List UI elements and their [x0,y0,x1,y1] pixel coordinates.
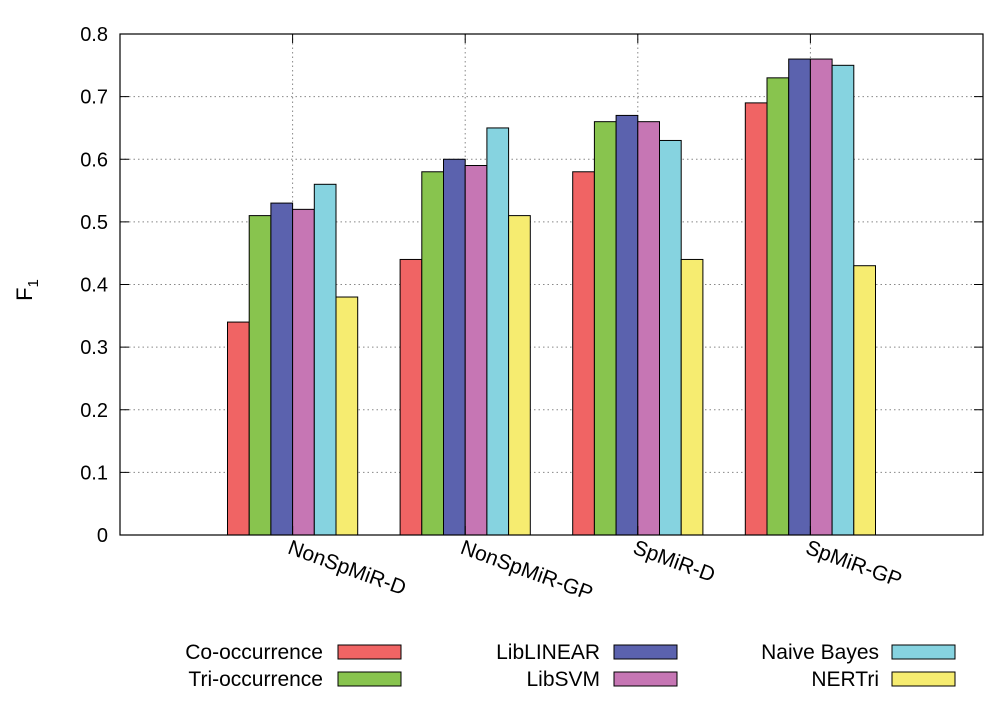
legend-swatch [891,671,956,687]
y-axis-ticks: 0 0.1 0.2 0.3 0.4 0.5 0.6 0.7 0.8 [80,24,983,547]
y-tick-label: 0.2 [80,400,108,422]
bar-libsvm-spmir-gp [809,58,833,536]
legend-label: LibSVM [526,668,600,691]
bar-nertri-nonspmir-d [335,296,359,536]
bar-liblinear-nonspmir-d [270,202,294,536]
legend-label: Tri-occurrence [188,668,323,691]
bar-liblinear-spmir-d [615,114,639,536]
legend: Co-occurrence Tri-occurrence LibLINEAR LibS… [185,641,956,691]
y-tick-label: 0.1 [80,462,108,484]
bars [227,58,876,536]
legend-label: Co-occurrence [185,641,323,664]
bar-naive-bayes-nonspmir-gp [486,127,510,536]
y-tick-label: 0.3 [80,337,108,359]
bar-naive-bayes-spmir-gp [831,64,855,536]
legend-swatch [337,671,402,687]
bar-liblinear-nonspmir-gp [443,158,466,536]
bar-liblinear-spmir-gp [788,58,811,536]
y-tick-label: 0.8 [80,24,108,46]
bar-libsvm-spmir-d [637,121,660,536]
bar-nertri-spmir-d [680,258,704,536]
y-tick-label: 0.4 [80,275,108,297]
bar-co-occurrence-nonspmir-gp [399,258,423,536]
bar-co-occurrence-spmir-d [572,171,595,536]
y-axis-label-subscript: 1 [25,279,42,287]
legend-swatch [613,671,678,687]
bar-tri-occurrence-nonspmir-gp [421,171,444,536]
bar-libsvm-nonspmir-d [292,208,315,536]
y-axis-label: F1 [12,279,42,301]
y-tick-label: 0 [97,525,108,547]
bar-nertri-spmir-gp [853,265,876,536]
bar-libsvm-nonspmir-gp [464,165,488,536]
bar-co-occurrence-nonspmir-d [227,321,250,536]
bar-tri-occurrence-nonspmir-d [248,215,272,536]
x-category-label: NonSpMiR-GP [457,536,595,605]
x-category-label: SpMiR-D [630,536,718,587]
legend-swatch [613,644,678,660]
bar-naive-bayes-nonspmir-d [313,183,337,536]
legend-swatch [891,644,956,660]
bar-tri-occurrence-spmir-gp [766,77,790,536]
x-category-label: NonSpMiR-D [285,536,409,600]
x-category-label: SpMiR-GP [803,536,905,592]
legend-swatch [337,644,402,660]
bar-co-occurrence-spmir-gp [744,102,768,536]
y-tick-label: 0.6 [80,149,108,171]
legend-label: NERTri [811,668,879,691]
bar-naive-bayes-spmir-d [659,139,682,536]
y-tick-label: 0.5 [80,212,108,234]
y-tick-label: 0.7 [80,87,108,109]
bar-nertri-nonspmir-gp [508,215,531,536]
bar-tri-occurrence-spmir-d [593,121,617,536]
legend-label: LibLINEAR [496,641,600,664]
legend-label: Naive Bayes [761,641,879,664]
